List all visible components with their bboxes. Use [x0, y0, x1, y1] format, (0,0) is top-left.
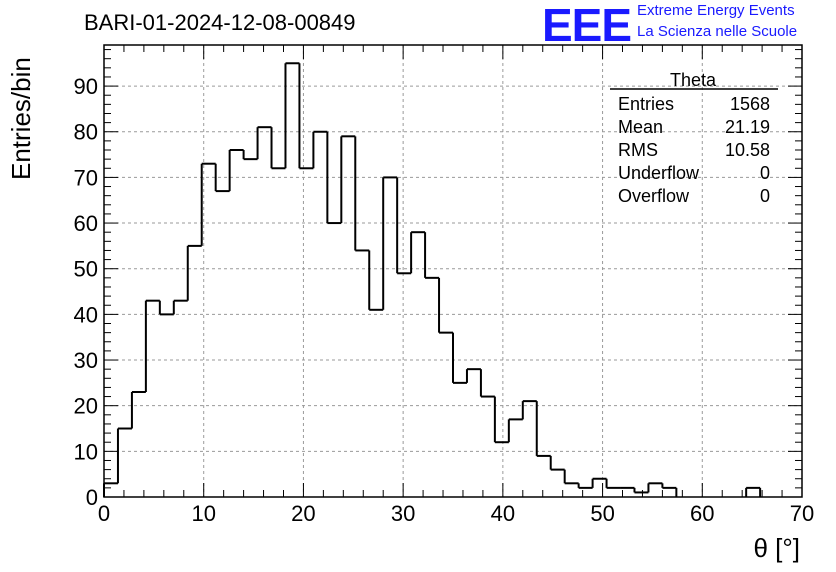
stat-entries-label: Entries	[618, 94, 674, 114]
x-tick-label: 10	[191, 501, 215, 526]
y-tick-label: 50	[74, 257, 98, 282]
y-tick-label: 90	[74, 74, 98, 99]
stats-title: Theta	[670, 70, 717, 90]
histogram-title: BARI-01-2024-12-08-00849	[84, 10, 356, 35]
y-tick-label: 40	[74, 302, 98, 327]
logo-subtitle-line1: Extreme Energy Events	[637, 2, 795, 19]
plot-frame	[103, 44, 803, 498]
stat-mean-value: 21.19	[725, 117, 770, 137]
axes	[103, 44, 803, 498]
stat-underflow-label: Underflow	[618, 163, 700, 183]
y-tick-label: 30	[74, 348, 98, 373]
tick-labels: 0 10 20 30 40 50 60 70 80 90 0 10 20 30 40 50 60 70	[74, 74, 815, 526]
histogram	[103, 62, 762, 497]
stat-rms-value: 10.58	[725, 140, 770, 160]
y-tick-label: 70	[74, 165, 98, 190]
y-tick-label: 80	[74, 120, 98, 145]
eee-logo: EEE	[542, 0, 632, 51]
x-tick-label: 70	[790, 501, 814, 526]
x-tick-label: 0	[98, 501, 110, 526]
x-tick-label: 20	[291, 501, 315, 526]
stat-rms-label: RMS	[618, 140, 658, 160]
x-tick-label: 40	[491, 501, 515, 526]
x-tick-label: 30	[391, 501, 415, 526]
y-tick-label: 60	[74, 211, 98, 236]
x-tick-label: 50	[590, 501, 614, 526]
stat-entries-value: 1568	[730, 94, 770, 114]
stat-overflow-label: Overflow	[618, 186, 690, 206]
logo-subtitle-line2: La Scienza nelle Scuole	[637, 23, 798, 40]
y-tick-label: 20	[74, 394, 98, 419]
y-tick-label: 0	[86, 485, 98, 510]
grid-lines	[104, 45, 802, 497]
stat-overflow-value: 0	[760, 186, 770, 206]
x-tick-label: 60	[690, 501, 714, 526]
stat-underflow-value: 0	[760, 163, 770, 183]
y-tick-label: 10	[74, 439, 98, 464]
stats-box: Theta Entries 1568 Mean 21.19 RMS 10.58 …	[610, 70, 778, 206]
y-axis-title: Entries/bin	[6, 57, 36, 180]
x-axis-title: θ [°]	[753, 533, 800, 563]
stat-mean-label: Mean	[618, 117, 663, 137]
